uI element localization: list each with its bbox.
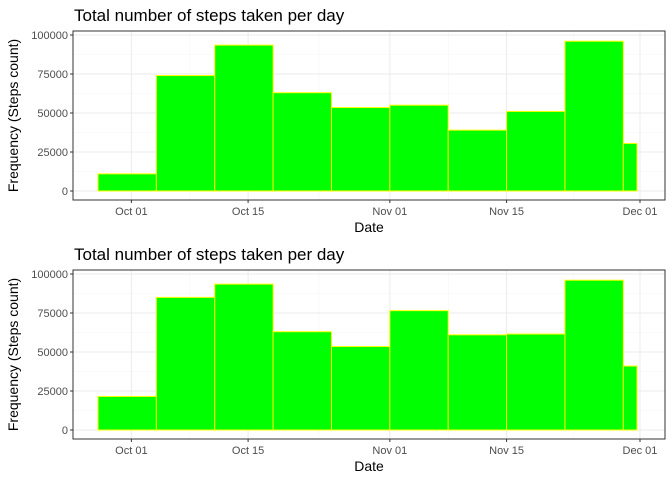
histogram-bar bbox=[214, 283, 274, 431]
histogram-bar bbox=[389, 104, 449, 192]
histogram-bar bbox=[272, 331, 332, 431]
x-axis-title: Date bbox=[354, 458, 384, 474]
y-tick-label: 100000 bbox=[31, 269, 68, 281]
x-tick-label: Dec 01 bbox=[623, 445, 658, 457]
x-tick-label: Nov 01 bbox=[372, 206, 407, 218]
histogram-bar bbox=[272, 92, 332, 192]
histogram-bar bbox=[622, 365, 638, 431]
x-tick-label: Dec 01 bbox=[623, 206, 658, 218]
histogram-bar bbox=[330, 346, 391, 431]
histogram-bar bbox=[564, 40, 624, 192]
histogram-bar bbox=[564, 279, 624, 431]
y-tick-label: 25000 bbox=[37, 386, 68, 398]
histogram-bar bbox=[155, 75, 216, 192]
y-axis-title: Frequency (Steps count) bbox=[5, 39, 21, 192]
x-tick-label: Oct 15 bbox=[232, 206, 264, 218]
y-tick-label: 50000 bbox=[37, 347, 68, 359]
x-tick-label: Nov 01 bbox=[372, 445, 407, 457]
y-tick-label: 0 bbox=[62, 186, 68, 198]
y-tick-label: 75000 bbox=[37, 69, 68, 81]
y-tick-label: 100000 bbox=[31, 30, 68, 42]
histogram-bar bbox=[330, 107, 391, 192]
histogram-bar bbox=[97, 173, 157, 192]
histogram-bar bbox=[447, 334, 508, 431]
x-tick-label: Nov 15 bbox=[489, 445, 524, 457]
chart-title: Total number of steps taken per day bbox=[74, 6, 345, 25]
histogram-bar bbox=[447, 129, 508, 192]
chart-top: Total number of steps taken per day 0 2500… bbox=[5, 6, 666, 235]
histogram-bar bbox=[155, 296, 216, 431]
histogram-bar bbox=[622, 142, 638, 192]
y-tick-label: 0 bbox=[62, 425, 68, 437]
histogram-bar bbox=[214, 44, 274, 192]
y-tick-label: 25000 bbox=[37, 147, 68, 159]
y-tick-label: 75000 bbox=[37, 308, 68, 320]
x-tick-label: Nov 15 bbox=[489, 206, 524, 218]
y-axis-title: Frequency (Steps count) bbox=[5, 278, 21, 431]
histogram-bar bbox=[506, 333, 566, 431]
x-tick-label: Oct 01 bbox=[115, 445, 147, 457]
panel-border bbox=[72, 269, 666, 440]
chart-title: Total number of steps taken per day bbox=[74, 245, 345, 264]
x-tick-label: Oct 01 bbox=[115, 206, 147, 218]
x-tick-label: Oct 15 bbox=[232, 445, 264, 457]
histogram-bar bbox=[97, 395, 157, 431]
histogram-bar bbox=[506, 110, 566, 192]
x-axis-title: Date bbox=[354, 219, 384, 235]
panel-border bbox=[72, 30, 666, 201]
chart-bottom: Total number of steps taken per day 0 2500… bbox=[5, 245, 666, 474]
histogram-bar bbox=[389, 310, 449, 431]
y-tick-label: 50000 bbox=[37, 108, 68, 120]
